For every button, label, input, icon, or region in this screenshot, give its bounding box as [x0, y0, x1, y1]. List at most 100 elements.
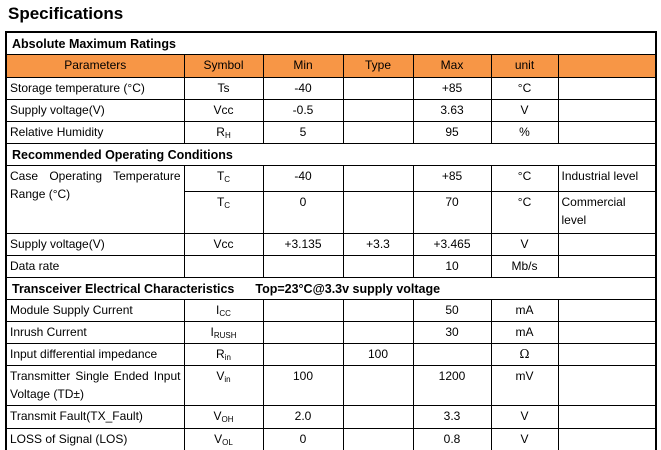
- symbol-cell: [183, 255, 264, 279]
- unit-cell: V: [490, 233, 559, 257]
- min-cell: -0.5: [262, 99, 344, 123]
- type-cell: [342, 121, 414, 145]
- min-cell: 2.0: [262, 405, 344, 430]
- param-cell: Transmit Fault(TX_Fault): [5, 405, 185, 430]
- table-row-input-differential-impedance: Input differential impedance Rin 100 Ω: [5, 343, 657, 367]
- symbol-cell: VOL: [183, 428, 264, 450]
- section-header-tec: Transceiver Electrical Characteristics To…: [5, 277, 657, 301]
- column-header-row: Parameters Symbol Min Type Max unit: [5, 54, 657, 79]
- unit-cell: °C: [490, 191, 559, 235]
- param-cell: LOSS of Signal (LOS): [5, 428, 185, 450]
- max-cell: 1200: [412, 365, 492, 407]
- unit-cell: %: [490, 121, 559, 145]
- symbol-cell: TC: [183, 191, 264, 235]
- min-cell: 0: [262, 191, 344, 235]
- param-cell: Data rate: [5, 255, 185, 279]
- col-header-min: Min: [262, 54, 344, 79]
- max-cell: 50: [412, 299, 492, 323]
- symbol-cell: Rin: [183, 343, 264, 367]
- unit-cell: mV: [490, 365, 559, 407]
- spec-table: Absolute Maximum Ratings Parameters Symb…: [5, 31, 658, 450]
- unit-cell: V: [490, 428, 559, 450]
- page-title: Specifications: [8, 4, 124, 23]
- note-cell: Commercial level: [557, 191, 657, 235]
- symbol-cell: Vin: [183, 365, 264, 407]
- min-cell: 0: [262, 428, 344, 450]
- max-cell: 95: [412, 121, 492, 145]
- min-cell: [262, 299, 344, 323]
- note-cell: [557, 321, 657, 345]
- section-header-roc: Recommended Operating Conditions: [5, 143, 657, 167]
- col-header-parameters: Parameters: [5, 54, 185, 79]
- param-cell: Inrush Current: [5, 321, 185, 345]
- table-row-transmit-fault: Transmit Fault(TX_Fault) VOH 2.0 3.3 V: [5, 405, 657, 430]
- note-cell: [557, 77, 657, 101]
- max-cell: +85: [412, 165, 492, 193]
- max-cell: [412, 343, 492, 367]
- col-header-unit: unit: [490, 54, 559, 79]
- max-cell: 70: [412, 191, 492, 235]
- max-cell: 30: [412, 321, 492, 345]
- min-cell: [262, 321, 344, 345]
- type-cell: [342, 321, 414, 345]
- table-row-loss-of-signal: LOSS of Signal (LOS) VOL 0 0.8 V: [5, 428, 657, 450]
- param-cell: Input differential impedance: [5, 343, 185, 367]
- symbol-cell: RH: [183, 121, 264, 145]
- col-header-symbol: Symbol: [183, 54, 264, 79]
- symbol-cell: VOH: [183, 405, 264, 430]
- type-cell: [342, 299, 414, 323]
- min-cell: +3.135: [262, 233, 344, 257]
- symbol-cell: Vcc: [183, 233, 264, 257]
- note-cell: [557, 299, 657, 323]
- param-cell: Relative Humidity: [5, 121, 185, 145]
- type-cell: [342, 365, 414, 407]
- unit-cell: Mb/s: [490, 255, 559, 279]
- col-header-max: Max: [412, 54, 492, 79]
- param-cell: Case Operating Temperature Range (°C): [5, 165, 185, 235]
- param-cell: Module Supply Current: [5, 299, 185, 323]
- type-cell: [342, 191, 414, 235]
- type-cell: [342, 428, 414, 450]
- symbol-cell: Ts: [183, 77, 264, 101]
- section-condition-tec: Top=23°C@3.3v supply voltage: [255, 282, 441, 297]
- type-cell: 100: [342, 343, 414, 367]
- table-row-inrush-current: Inrush Current IRUSH 30 mA: [5, 321, 657, 345]
- note-cell: [557, 365, 657, 407]
- table-row-case-temp-industrial: Case Operating Temperature Range (°C) TC…: [5, 165, 657, 235]
- min-cell: -40: [262, 77, 344, 101]
- table-row-supply-voltage-amr: Supply voltage(V) Vcc -0.5 3.63 V: [5, 99, 657, 123]
- max-cell: +85: [412, 77, 492, 101]
- min-cell: [262, 343, 344, 367]
- param-cell: Transmitter Single Ended Input Voltage (…: [5, 365, 185, 407]
- symbol-cell: ICC: [183, 299, 264, 323]
- note-cell: [557, 233, 657, 257]
- table-row-relative-humidity: Relative Humidity RH 5 95 %: [5, 121, 657, 145]
- table-row-data-rate: Data rate 10 Mb/s: [5, 255, 657, 279]
- type-cell: [342, 165, 414, 193]
- table-row-supply-voltage-roc: Supply voltage(V) Vcc +3.135 +3.3 +3.465…: [5, 233, 657, 257]
- unit-cell: V: [490, 405, 559, 430]
- type-cell: [342, 255, 414, 279]
- section-title-amr: Absolute Maximum Ratings: [5, 31, 657, 56]
- note-cell: [557, 99, 657, 123]
- param-cell: Storage temperature (°C): [5, 77, 185, 101]
- min-cell: -40: [262, 165, 344, 193]
- type-cell: [342, 405, 414, 430]
- col-header-type: Type: [342, 54, 414, 79]
- table-row-storage-temperature: Storage temperature (°C) Ts -40 +85 °C: [5, 77, 657, 101]
- symbol-cell: Vcc: [183, 99, 264, 123]
- param-cell: Supply voltage(V): [5, 99, 185, 123]
- unit-cell: Ω: [490, 343, 559, 367]
- note-cell: [557, 255, 657, 279]
- table-row-module-supply-current: Module Supply Current ICC 50 mA: [5, 299, 657, 323]
- type-cell: [342, 77, 414, 101]
- max-cell: 10: [412, 255, 492, 279]
- max-cell: 3.63: [412, 99, 492, 123]
- unit-cell: °C: [490, 77, 559, 101]
- section-header-amr: Absolute Maximum Ratings: [5, 31, 657, 56]
- unit-cell: mA: [490, 299, 559, 323]
- unit-cell: °C: [490, 165, 559, 193]
- table-row-transmitter-input-voltage: Transmitter Single Ended Input Voltage (…: [5, 365, 657, 407]
- symbol-cell: TC: [183, 165, 264, 193]
- type-cell: [342, 99, 414, 123]
